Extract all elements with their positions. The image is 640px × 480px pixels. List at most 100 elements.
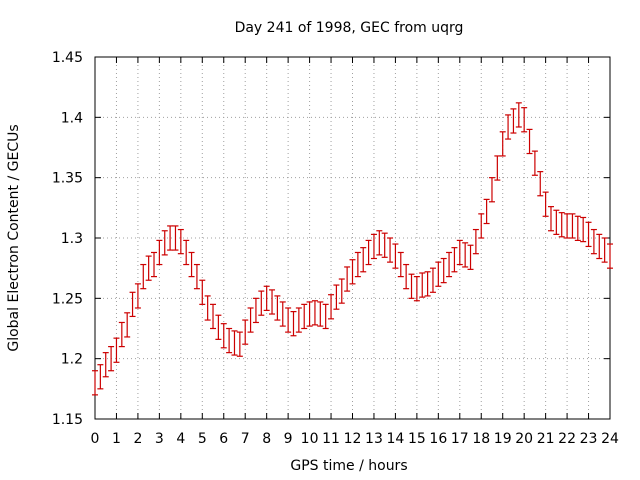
error-bar-point: [92, 370, 98, 396]
x-tick-labels: 0 1 2 3 4 5 6 7 8 9 10 11 12 13 14 15 16 17 18 19 20 21 22 23 24: [91, 431, 619, 447]
error-bar-point: [129, 291, 136, 318]
x-tick-label: 17: [451, 431, 469, 447]
error-bar-point: [580, 216, 587, 243]
error-bar-point: [140, 263, 147, 290]
y-tick-label: 1.4: [61, 110, 83, 126]
error-bar-point: [478, 213, 485, 239]
error-bar-point: [333, 284, 340, 310]
x-tick-label: 11: [322, 431, 340, 447]
error-bar-point: [172, 225, 179, 251]
error-bar-point: [413, 276, 420, 302]
error-bar-point: [204, 295, 211, 321]
error-bar-point: [419, 272, 426, 298]
error-bar-point: [467, 244, 474, 270]
x-tick-label: 5: [198, 431, 207, 447]
error-bar-point: [97, 364, 104, 390]
chart-title: Day 241 of 1998, GEC from uqrg: [235, 20, 464, 36]
error-bar-point: [151, 251, 158, 278]
x-tick-label: 6: [219, 431, 228, 447]
error-bar-point: [252, 297, 259, 324]
error-bar-point: [472, 228, 479, 255]
error-bar-point: [338, 278, 345, 304]
error-bar-point: [328, 294, 335, 320]
error-bar-point: [220, 323, 227, 349]
x-tick-label: 4: [176, 431, 185, 447]
error-bar-point: [183, 239, 190, 266]
error-bar-point: [558, 212, 565, 238]
error-bar-point: [403, 263, 410, 290]
x-tick-label: 21: [537, 431, 555, 447]
error-bar-point: [483, 198, 490, 225]
y-tick-labels: 1.15 1.2 1.25 1.3 1.35 1.4 1.45: [52, 50, 83, 428]
y-axis-label: Global Electron Content / GECUs: [6, 124, 22, 351]
error-bar-point: [193, 263, 200, 290]
error-bar-point: [108, 346, 115, 372]
y-tick-label: 1.35: [52, 171, 83, 187]
error-bar-point: [258, 290, 265, 316]
error-bar-point: [456, 239, 463, 266]
error-bar-point: [429, 267, 436, 293]
error-bar-point: [424, 271, 431, 297]
x-tick-label: 14: [387, 431, 405, 447]
error-bar-point: [451, 247, 458, 273]
error-bar-point: [177, 228, 184, 255]
error-bar-point: [295, 307, 302, 333]
error-bar-point: [301, 303, 308, 330]
x-tick-label: 20: [515, 431, 533, 447]
error-bar-point: [440, 257, 447, 284]
error-bar-point: [242, 319, 249, 345]
error-bar-point: [499, 131, 506, 157]
error-bar-point: [392, 243, 399, 269]
error-bar-point: [199, 279, 206, 305]
error-bar-point: [510, 108, 517, 134]
x-tick-label: 1: [112, 431, 121, 447]
x-tick-label: 19: [494, 431, 512, 447]
error-bar-point: [526, 128, 533, 155]
y-tick-label: 1.3: [61, 231, 83, 247]
error-bar-point: [354, 251, 361, 278]
error-bar-point: [247, 307, 254, 333]
error-bar-point: [607, 243, 613, 269]
error-bar-point: [537, 171, 544, 197]
x-tick-label: 10: [301, 431, 319, 447]
error-bar-point: [542, 191, 549, 217]
error-bar-point: [397, 251, 404, 278]
error-bar-point: [349, 259, 356, 285]
x-tick-label: 24: [601, 431, 619, 447]
error-bar-point: [435, 261, 442, 287]
error-bar-point: [376, 230, 383, 256]
error-bar-point: [236, 331, 243, 357]
error-bar-point: [553, 209, 560, 235]
error-bar-point: [290, 311, 297, 337]
x-tick-label: 0: [91, 431, 100, 447]
error-bar-point: [569, 213, 576, 239]
error-bar-point: [226, 327, 233, 354]
error-bar-point: [306, 301, 313, 327]
error-bar-point: [317, 301, 324, 327]
error-bar-point: [134, 283, 141, 309]
error-bar-point: [311, 300, 318, 326]
error-bar-point: [231, 330, 238, 356]
x-tick-label: 3: [155, 431, 164, 447]
error-bar-point: [462, 242, 469, 268]
error-bar-point: [167, 225, 174, 251]
x-tick-label: 2: [133, 431, 142, 447]
x-tick-label: 9: [284, 431, 293, 447]
x-tick-label: 18: [472, 431, 490, 447]
y-tick-label: 1.15: [52, 412, 83, 428]
error-bar-point: [601, 237, 608, 263]
error-bar-point: [574, 215, 581, 242]
x-tick-label: 15: [408, 431, 426, 447]
error-bar-point: [274, 295, 281, 321]
error-bar-point: [279, 301, 286, 327]
x-tick-label: 7: [241, 431, 250, 447]
error-bar-point: [118, 321, 125, 348]
error-bar-point: [494, 155, 501, 181]
error-bar-point: [124, 312, 131, 338]
x-tick-label: 22: [558, 431, 576, 447]
error-bar-point: [188, 251, 195, 278]
error-bar-point: [102, 352, 109, 378]
error-bar-point: [360, 247, 367, 273]
